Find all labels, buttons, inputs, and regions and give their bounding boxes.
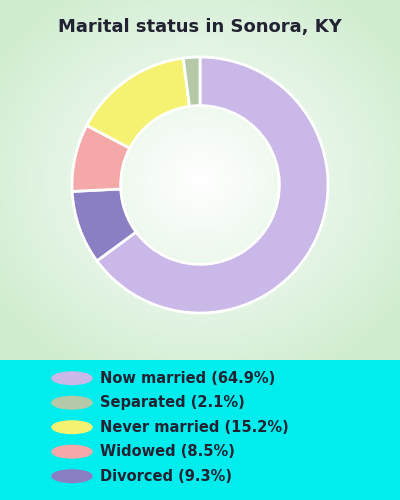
Text: Now married (64.9%): Now married (64.9%)	[100, 370, 275, 386]
Ellipse shape	[52, 446, 92, 458]
Text: Never married (15.2%): Never married (15.2%)	[100, 420, 289, 434]
Text: Separated (2.1%): Separated (2.1%)	[100, 395, 245, 410]
Ellipse shape	[52, 470, 92, 482]
Wedge shape	[97, 57, 328, 313]
Wedge shape	[72, 126, 130, 192]
Wedge shape	[183, 57, 200, 106]
Ellipse shape	[52, 396, 92, 409]
Text: Marital status in Sonora, KY: Marital status in Sonora, KY	[58, 18, 342, 36]
Wedge shape	[87, 58, 190, 148]
Text: Widowed (8.5%): Widowed (8.5%)	[100, 444, 235, 459]
Ellipse shape	[52, 372, 92, 384]
Ellipse shape	[52, 421, 92, 434]
Text: Divorced (9.3%): Divorced (9.3%)	[100, 468, 232, 483]
Wedge shape	[72, 189, 136, 261]
